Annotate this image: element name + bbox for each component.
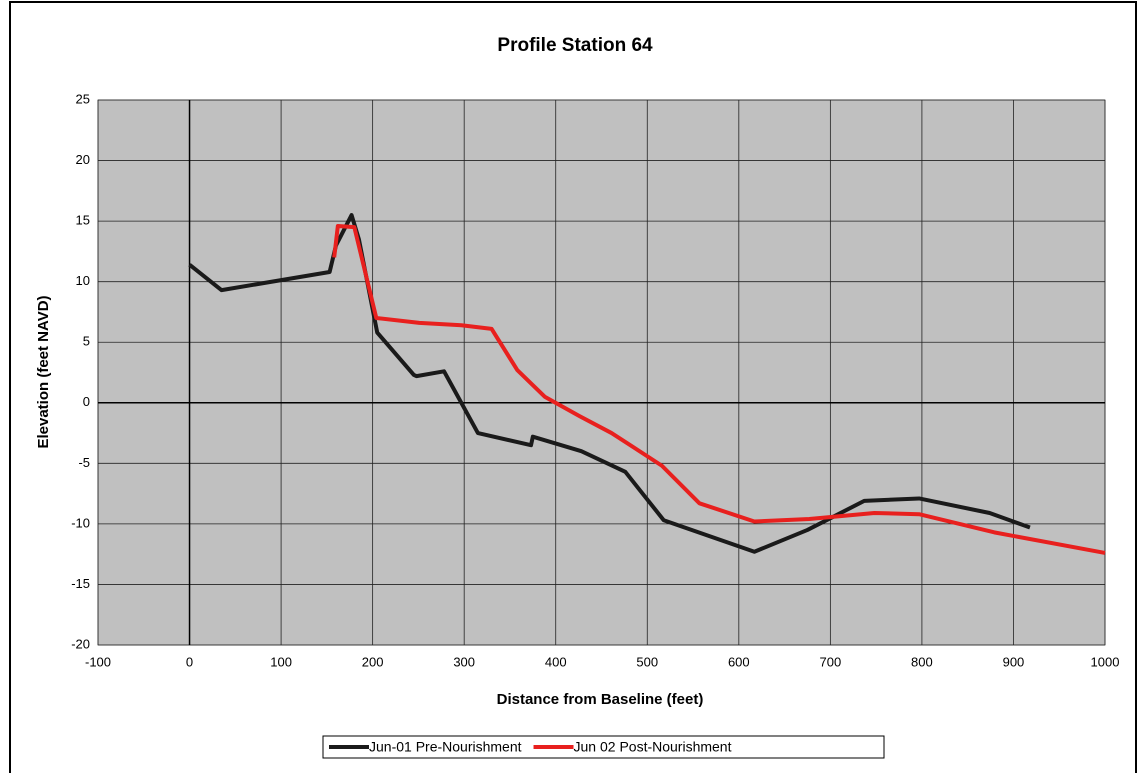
x-tick-label: 400 [545, 654, 567, 669]
y-tick-label: 25 [76, 91, 90, 106]
x-tick-label: 1000 [1091, 654, 1120, 669]
y-tick-label: 15 [76, 213, 90, 228]
x-tick-label: 600 [728, 654, 750, 669]
chart-title: Profile Station 64 [497, 35, 653, 56]
legend-label: Jun-01 Pre-Nourishment [369, 739, 522, 755]
series-line [332, 223, 1106, 555]
y-tick-label: 0 [83, 394, 90, 409]
x-tick-label: 200 [362, 654, 384, 669]
x-tick-label: -100 [85, 654, 111, 669]
x-tick-label: 500 [636, 654, 658, 669]
legend-label: Jun 02 Post-Nourishment [574, 739, 732, 755]
frame [9, 1, 1137, 778]
x-tick-label: 100 [270, 654, 292, 669]
plot-area [97, 99, 1106, 646]
x-tick-label: 700 [820, 654, 842, 669]
y-axis-label: Elevation (feet NAVD) [35, 295, 52, 448]
y-tick-label: 10 [76, 273, 90, 288]
y-tick-label: -20 [71, 636, 90, 651]
x-tick-label: 300 [453, 654, 475, 669]
y-tick-label: 5 [83, 334, 90, 349]
x-tick-label: 900 [1003, 654, 1025, 669]
y-tick-label: -10 [71, 515, 90, 530]
legend-box [322, 735, 885, 759]
x-tick-label: 0 [186, 654, 193, 669]
x-axis-label: Distance from Baseline (feet) [497, 691, 704, 708]
y-tick-label: -15 [71, 576, 90, 591]
y-tick-label: -5 [78, 455, 90, 470]
y-tick-label: 20 [76, 152, 90, 167]
x-tick-label: 800 [911, 654, 933, 669]
